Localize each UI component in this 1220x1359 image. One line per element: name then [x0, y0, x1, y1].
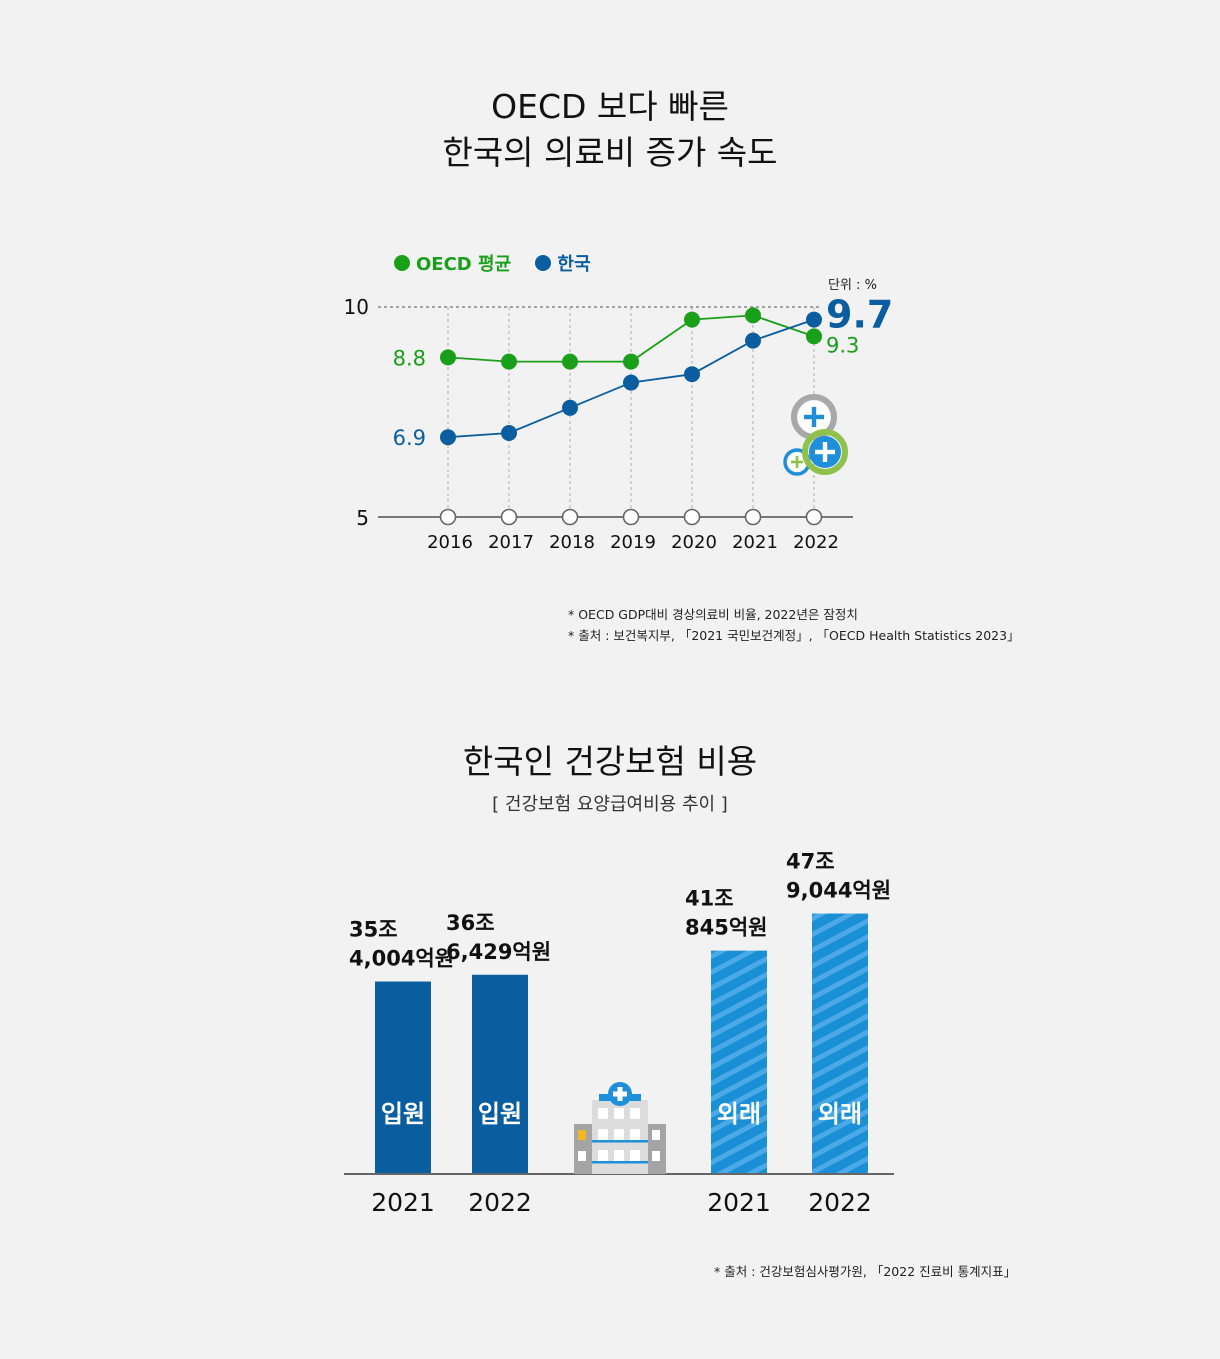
chart1-title: OECD 보다 빠른 한국의 의료비 증가 속도 — [0, 84, 1220, 176]
x-tick-label: 2016 — [427, 532, 473, 553]
x-tick-marker — [744, 508, 762, 526]
x-tick-label: 2022 — [808, 1188, 872, 1217]
data-label-korea-last: 9.7 — [826, 293, 893, 337]
data-point-oecd — [501, 353, 517, 370]
data-point-korea — [745, 332, 761, 349]
bar-inpatient-2021 — [375, 981, 431, 1174]
x-tick-label: 2022 — [793, 532, 839, 553]
x-tick-marker — [805, 508, 823, 526]
chart1-note-2: * 출처 : 보건복지부, 「2021 국민보건계정」, 「OECD Healt… — [568, 628, 1020, 643]
medical-cross-icon — [783, 394, 848, 476]
bar-outpatient-2022 — [812, 913, 868, 1174]
bar-value-label: 6,429억원 — [446, 940, 551, 964]
y-tick-label: 10 — [344, 295, 369, 319]
legend-label-korea: 한국 — [557, 254, 591, 275]
cross-bar — [815, 449, 835, 455]
x-tick-marker — [622, 508, 640, 526]
hospital-window — [598, 1129, 608, 1140]
data-label-oecd-last: 9.3 — [826, 333, 859, 357]
cross-bar — [804, 414, 824, 420]
hospital-window — [614, 1150, 624, 1161]
hospital-window — [652, 1130, 660, 1140]
chart2-title: 한국인 건강보험 비용 — [462, 742, 758, 781]
chart1-unit: 단위 : % — [828, 278, 877, 293]
data-point-oecd — [684, 311, 700, 328]
x-tick-marker — [500, 508, 518, 526]
chart1-title-line1: OECD 보다 빠른 — [491, 87, 729, 126]
data-point-korea — [806, 311, 822, 328]
bar-group-label: 외래 — [818, 1100, 862, 1128]
chart1-legend: OECD 평균 한국 — [394, 250, 609, 276]
hospital-window — [598, 1150, 608, 1161]
bar-value-label: 9,044억원 — [786, 879, 891, 903]
chart1-title-line2: 한국의 의료비 증가 속도 — [442, 133, 778, 172]
bar-value-label: 4,004억원 — [349, 947, 454, 971]
y-tick-label: 5 — [356, 506, 369, 530]
chart2-note: * 출처 : 건강보험심사평가원, 「2022 진료비 통계지표」 — [714, 1264, 1017, 1279]
x-tick-label: 2021 — [732, 532, 778, 553]
bar-group-label: 외래 — [717, 1100, 761, 1128]
hospital-window — [630, 1108, 640, 1119]
data-point-oecd — [562, 353, 578, 370]
x-tick-label: 2021 — [707, 1188, 771, 1217]
data-point-oecd — [745, 307, 761, 324]
hospital-window — [614, 1129, 624, 1140]
chart2-subtitle: [ 건강보험 요양급여비용 추이 ] — [492, 794, 728, 815]
bar-value-label: 36조 — [446, 911, 495, 935]
hospital-window — [578, 1151, 586, 1161]
x-tick-label: 2019 — [610, 532, 656, 553]
hospital-window — [614, 1108, 624, 1119]
bar-value-label: 41조 — [685, 887, 734, 911]
hospital-stripe — [592, 1161, 648, 1164]
hospital-stripe — [592, 1140, 648, 1143]
legend-swatch-oecd — [394, 255, 410, 271]
hospital-window-lit — [578, 1130, 586, 1140]
data-point-korea — [440, 429, 456, 446]
x-tick-label: 2020 — [671, 532, 717, 553]
bar-group-label: 입원 — [478, 1100, 522, 1128]
legend-label-oecd: OECD 평균 — [416, 254, 512, 275]
hospital-sign-cross — [613, 1091, 627, 1097]
data-point-oecd — [623, 353, 639, 370]
bar-value-label: 845억원 — [685, 916, 767, 940]
data-point-oecd — [806, 328, 822, 345]
bar-inpatient-2022 — [472, 974, 528, 1174]
hospital-window — [630, 1129, 640, 1140]
legend-swatch-korea — [535, 255, 552, 271]
x-tick-marker — [683, 508, 701, 526]
bar-group-label: 입원 — [381, 1100, 425, 1128]
chart1-notes: * OECD GDP대비 경상의료비 비율, 2022년은 잠정치 * 출처 :… — [568, 604, 1020, 646]
hospital-window — [598, 1108, 608, 1119]
data-point-korea — [501, 425, 517, 441]
x-tick-marker — [439, 508, 457, 526]
data-point-korea — [684, 366, 700, 383]
x-tick-marker — [561, 508, 579, 526]
chart1-note-1: * OECD GDP대비 경상의료비 비율, 2022년은 잠정치 — [568, 607, 858, 622]
data-label-korea-first: 6.9 — [393, 426, 426, 450]
x-tick-label: 2022 — [468, 1188, 532, 1217]
hospital-window — [630, 1150, 640, 1161]
data-point-korea — [562, 399, 578, 416]
cross-bar — [791, 460, 803, 464]
bar-outpatient-2021 — [711, 950, 767, 1174]
x-tick-label: 2018 — [549, 532, 595, 553]
data-point-oecd — [440, 349, 456, 366]
bar-value-label: 35조 — [349, 918, 398, 942]
data-point-korea — [623, 374, 639, 391]
data-label-oecd-first: 8.8 — [393, 346, 426, 370]
x-tick-label: 2021 — [371, 1188, 435, 1217]
cross-ring — [802, 429, 848, 475]
legend-item-oecd: OECD 평균 — [394, 250, 511, 276]
chart1-line-chart: 10 5 2016 2017 2018 2019 2020 2021 2022 8.8 9.3 6.9… — [344, 293, 894, 553]
hospital-building-icon — [574, 1082, 666, 1174]
x-tick-label: 2017 — [488, 532, 534, 553]
hospital-window — [652, 1151, 660, 1161]
bar-value-label: 47조 — [786, 850, 835, 874]
legend-item-korea: 한국 — [535, 250, 591, 276]
